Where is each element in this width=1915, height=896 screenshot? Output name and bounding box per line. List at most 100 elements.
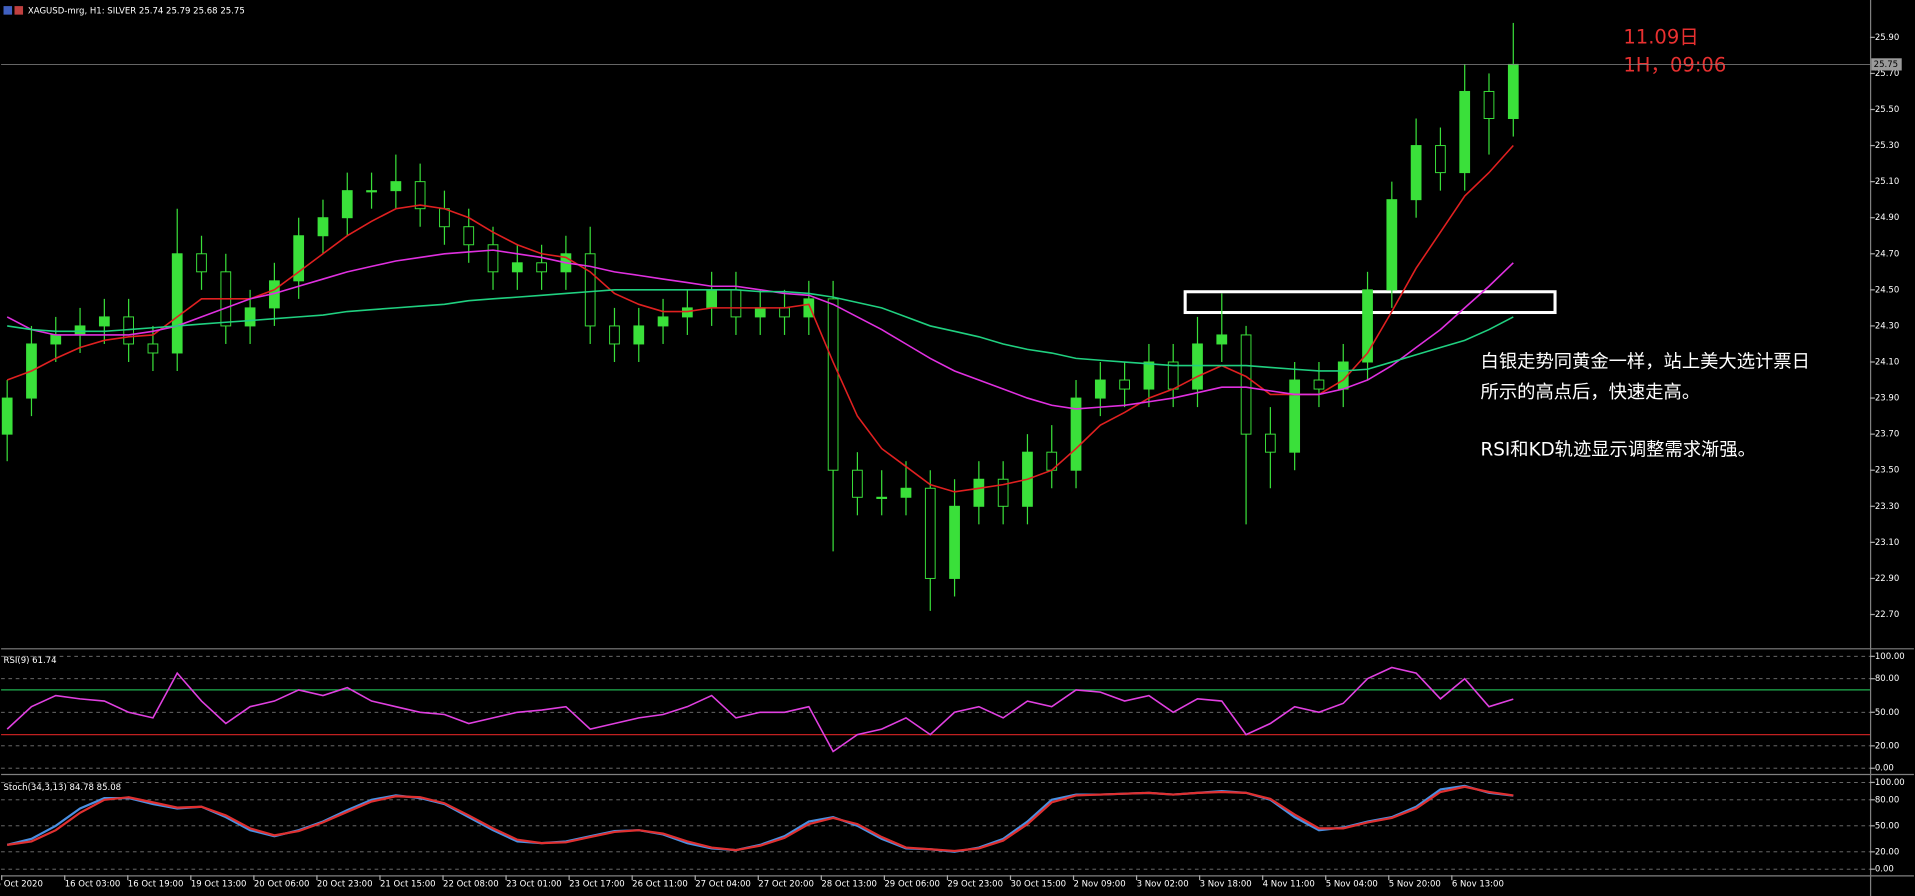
y-tick-label: 25.10	[1875, 177, 1899, 187]
candle-body	[876, 496, 888, 499]
x-tick-label: 27 Oct 04:00	[695, 879, 751, 889]
x-tick-label: 30 Oct 15:00	[1010, 879, 1066, 889]
y-tick-label: 22.70	[1875, 610, 1899, 620]
candle-body	[536, 262, 547, 273]
x-tick-label: 5 Oct 2020	[0, 879, 43, 889]
y-tick-label: 23.50	[1875, 466, 1899, 476]
y-tick-label: 25.70	[1875, 69, 1899, 79]
candle-body	[1483, 90, 1495, 119]
x-tick-label: 6 Nov 13:00	[1452, 879, 1504, 889]
candle-body	[196, 253, 207, 273]
candle-body	[293, 235, 305, 282]
x-tick-label: 5 Nov 20:00	[1389, 879, 1441, 889]
y-tick-label: 80.00	[1875, 674, 1899, 684]
y-tick-label: 23.90	[1875, 394, 1899, 404]
candle-body	[1386, 199, 1398, 291]
candle-body	[706, 289, 718, 309]
annotation-date: 11.09日	[1623, 25, 1698, 48]
candle-body	[341, 190, 353, 219]
candle-body	[949, 505, 960, 579]
candle-body	[657, 316, 669, 327]
candle-body	[1216, 334, 1228, 345]
candle-body	[1507, 63, 1519, 119]
candle-body	[584, 253, 596, 327]
x-tick-label: 27 Oct 20:00	[758, 879, 814, 889]
y-tick-label: 80.00	[1875, 795, 1899, 805]
x-tick-label: 22 Oct 08:00	[443, 879, 499, 889]
candle-body	[511, 262, 523, 273]
candle-body	[390, 181, 402, 192]
candle-body	[1362, 289, 1373, 363]
candle-body	[1435, 145, 1446, 174]
candle-body	[1459, 90, 1471, 174]
y-tick-label: 50.00	[1875, 821, 1899, 831]
x-tick-label: 29 Oct 23:00	[947, 879, 1003, 889]
y-tick-label: 25.90	[1875, 33, 1899, 43]
candle-body	[74, 325, 86, 336]
candle-body	[439, 208, 450, 228]
x-tick-label: 29 Oct 06:00	[884, 879, 940, 889]
candle-body	[98, 316, 110, 327]
indicator-line	[6, 666, 1514, 753]
candle-body	[803, 298, 815, 318]
candle-body	[827, 298, 839, 471]
candle-body	[317, 217, 329, 237]
symbol-icon	[3, 6, 13, 15]
y-tick-label: 24.50	[1875, 285, 1899, 295]
x-tick-label: 23 Oct 17:00	[569, 879, 625, 889]
candle-body	[1289, 379, 1301, 453]
x-tick-label: 5 Nov 04:00	[1326, 879, 1378, 889]
candle-body	[171, 253, 183, 354]
y-tick-label: 25.30	[1875, 141, 1899, 151]
x-tick-label: 21 Oct 15:00	[380, 879, 436, 889]
candle-body	[730, 289, 742, 318]
y-tick-label: 23.30	[1875, 502, 1899, 512]
candle-body	[1143, 361, 1155, 390]
candle-body	[366, 190, 377, 193]
x-tick-label: 4 Nov 11:00	[1263, 879, 1315, 889]
candle-body	[1094, 379, 1106, 399]
annotation-note: 白银走势同黄金一样，站上美大选计票日	[1481, 352, 1810, 373]
candle-body	[852, 469, 863, 498]
candle-body	[779, 307, 790, 318]
candle-body	[633, 325, 645, 345]
y-tick-label: 24.30	[1875, 321, 1899, 331]
candle-body	[1313, 379, 1325, 390]
y-tick-label: 23.10	[1875, 538, 1899, 548]
candle-body	[997, 478, 1009, 507]
candle-body	[973, 478, 985, 507]
candle-body	[1192, 343, 1203, 390]
annotation-time: 1H，09:06	[1623, 53, 1726, 76]
candle-body	[147, 343, 159, 354]
candle-body	[50, 334, 62, 345]
x-tick-label: 16 Oct 19:00	[128, 879, 184, 889]
x-tick-label: 3 Nov 18:00	[1200, 879, 1252, 889]
candle-body	[681, 307, 693, 318]
indicator-line	[6, 249, 1514, 410]
last-price-tag	[1871, 58, 1902, 71]
x-tick-label: 26 Oct 11:00	[632, 879, 688, 889]
y-tick-label: 0.00	[1875, 865, 1894, 875]
x-tick-label: 20 Oct 06:00	[254, 879, 310, 889]
y-tick-label: 20.00	[1875, 741, 1899, 751]
candle-body	[609, 325, 620, 345]
candle-body	[924, 487, 936, 579]
y-tick-label: 0.00	[1875, 764, 1894, 774]
x-tick-label: 19 Oct 13:00	[191, 879, 247, 889]
stoch-title: Stoch(34,3,13) 84.78 85.08	[4, 783, 122, 793]
y-tick-label: 25.50	[1875, 105, 1899, 115]
indicator-line	[7, 785, 1514, 853]
y-tick-label: 24.70	[1875, 249, 1899, 259]
indicator-line	[6, 144, 1514, 493]
y-tick-label: 50.00	[1875, 708, 1899, 718]
candle-body	[463, 226, 475, 246]
y-tick-label: 24.90	[1875, 213, 1899, 223]
x-tick-label: 16 Oct 03:00	[65, 879, 121, 889]
last-price-label: 25.75	[1874, 60, 1898, 70]
x-tick-label: 20 Oct 23:00	[317, 879, 373, 889]
x-tick-label: 3 Nov 02:00	[1137, 879, 1189, 889]
y-tick-label: 22.90	[1875, 574, 1899, 584]
